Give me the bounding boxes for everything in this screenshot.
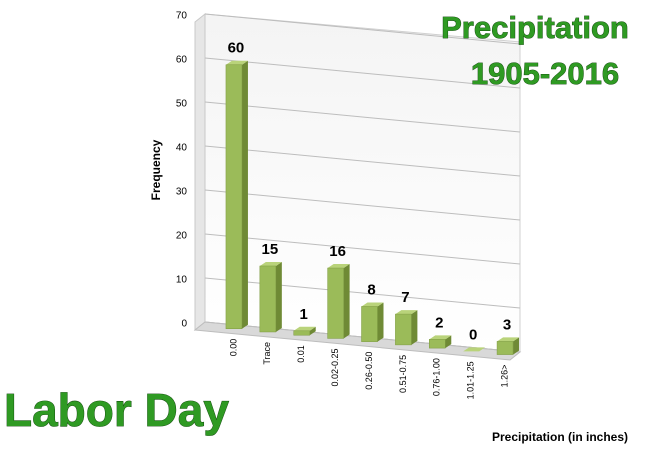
data-label: 16 [329,243,346,260]
data-label: 60 [228,40,245,57]
x-tick-label: 0.26-0.50 [364,352,374,390]
x-tick-label: 0.01 [296,345,306,363]
y-tick-label: 30 [176,187,188,198]
x-tick-label: 1.01-1.25 [466,361,476,399]
grid-line [204,101,521,133]
data-label: 8 [367,281,375,298]
grid-line [204,145,521,177]
data-label: 0 [469,326,477,343]
x-axis-label: Precipitation (in inches) [492,430,628,444]
y-tick-label: 60 [176,55,188,66]
bar-top [293,326,316,331]
grid-line [204,57,521,89]
bar-top [259,261,282,266]
data-label: 1 [300,306,308,323]
bar [259,265,277,333]
x-tick-label: Trace [262,342,272,365]
y-tick-label: 70 [176,11,188,22]
data-label: 2 [435,314,443,331]
bar [327,267,344,339]
y-tick-label: 0 [181,319,187,330]
bar [361,306,378,342]
bar [429,339,446,349]
annotation: Labor Day [4,384,229,436]
grid-line [204,13,521,45]
bar-top [463,347,486,352]
y-tick-label: 40 [176,143,188,154]
y-tick-label: 20 [176,231,188,242]
bar-side [309,326,316,336]
bar-side [445,335,452,349]
side-wall [194,12,206,332]
bar [395,313,412,346]
data-label: 7 [401,289,409,306]
x-tick-label: 0.02-0.25 [330,348,340,386]
bar-side [377,302,384,342]
bar-side [241,60,248,329]
grid-line [204,277,521,309]
data-label: 15 [261,241,278,258]
y-axis-label: Frequency [149,139,163,200]
x-tick-label: 0.76-1.00 [432,358,442,396]
bar-top [327,264,350,269]
bar-top [225,60,248,65]
x-tick-label: 0.51-0.75 [398,355,408,393]
bar-side [411,310,418,345]
chart-subtitle: 1905-2016 [471,56,619,91]
bar [293,330,310,336]
bar-top [361,302,384,307]
y-tick-label: 50 [176,99,188,110]
chart-title: Precipitation [441,10,629,45]
bar-top [429,335,452,340]
bar-side [513,337,520,355]
bar-top [497,337,520,342]
grid-line [204,233,521,265]
bar-top [395,310,418,315]
x-tick-label: 1.26> [499,365,509,388]
bar [496,341,514,355]
grid-line [204,189,521,221]
y-tick-label: 10 [176,275,188,286]
bar [225,64,243,330]
bar-side [275,261,282,332]
data-label: 3 [503,316,511,333]
x-tick-label: 0.00 [228,339,238,357]
bar-side [343,264,350,339]
